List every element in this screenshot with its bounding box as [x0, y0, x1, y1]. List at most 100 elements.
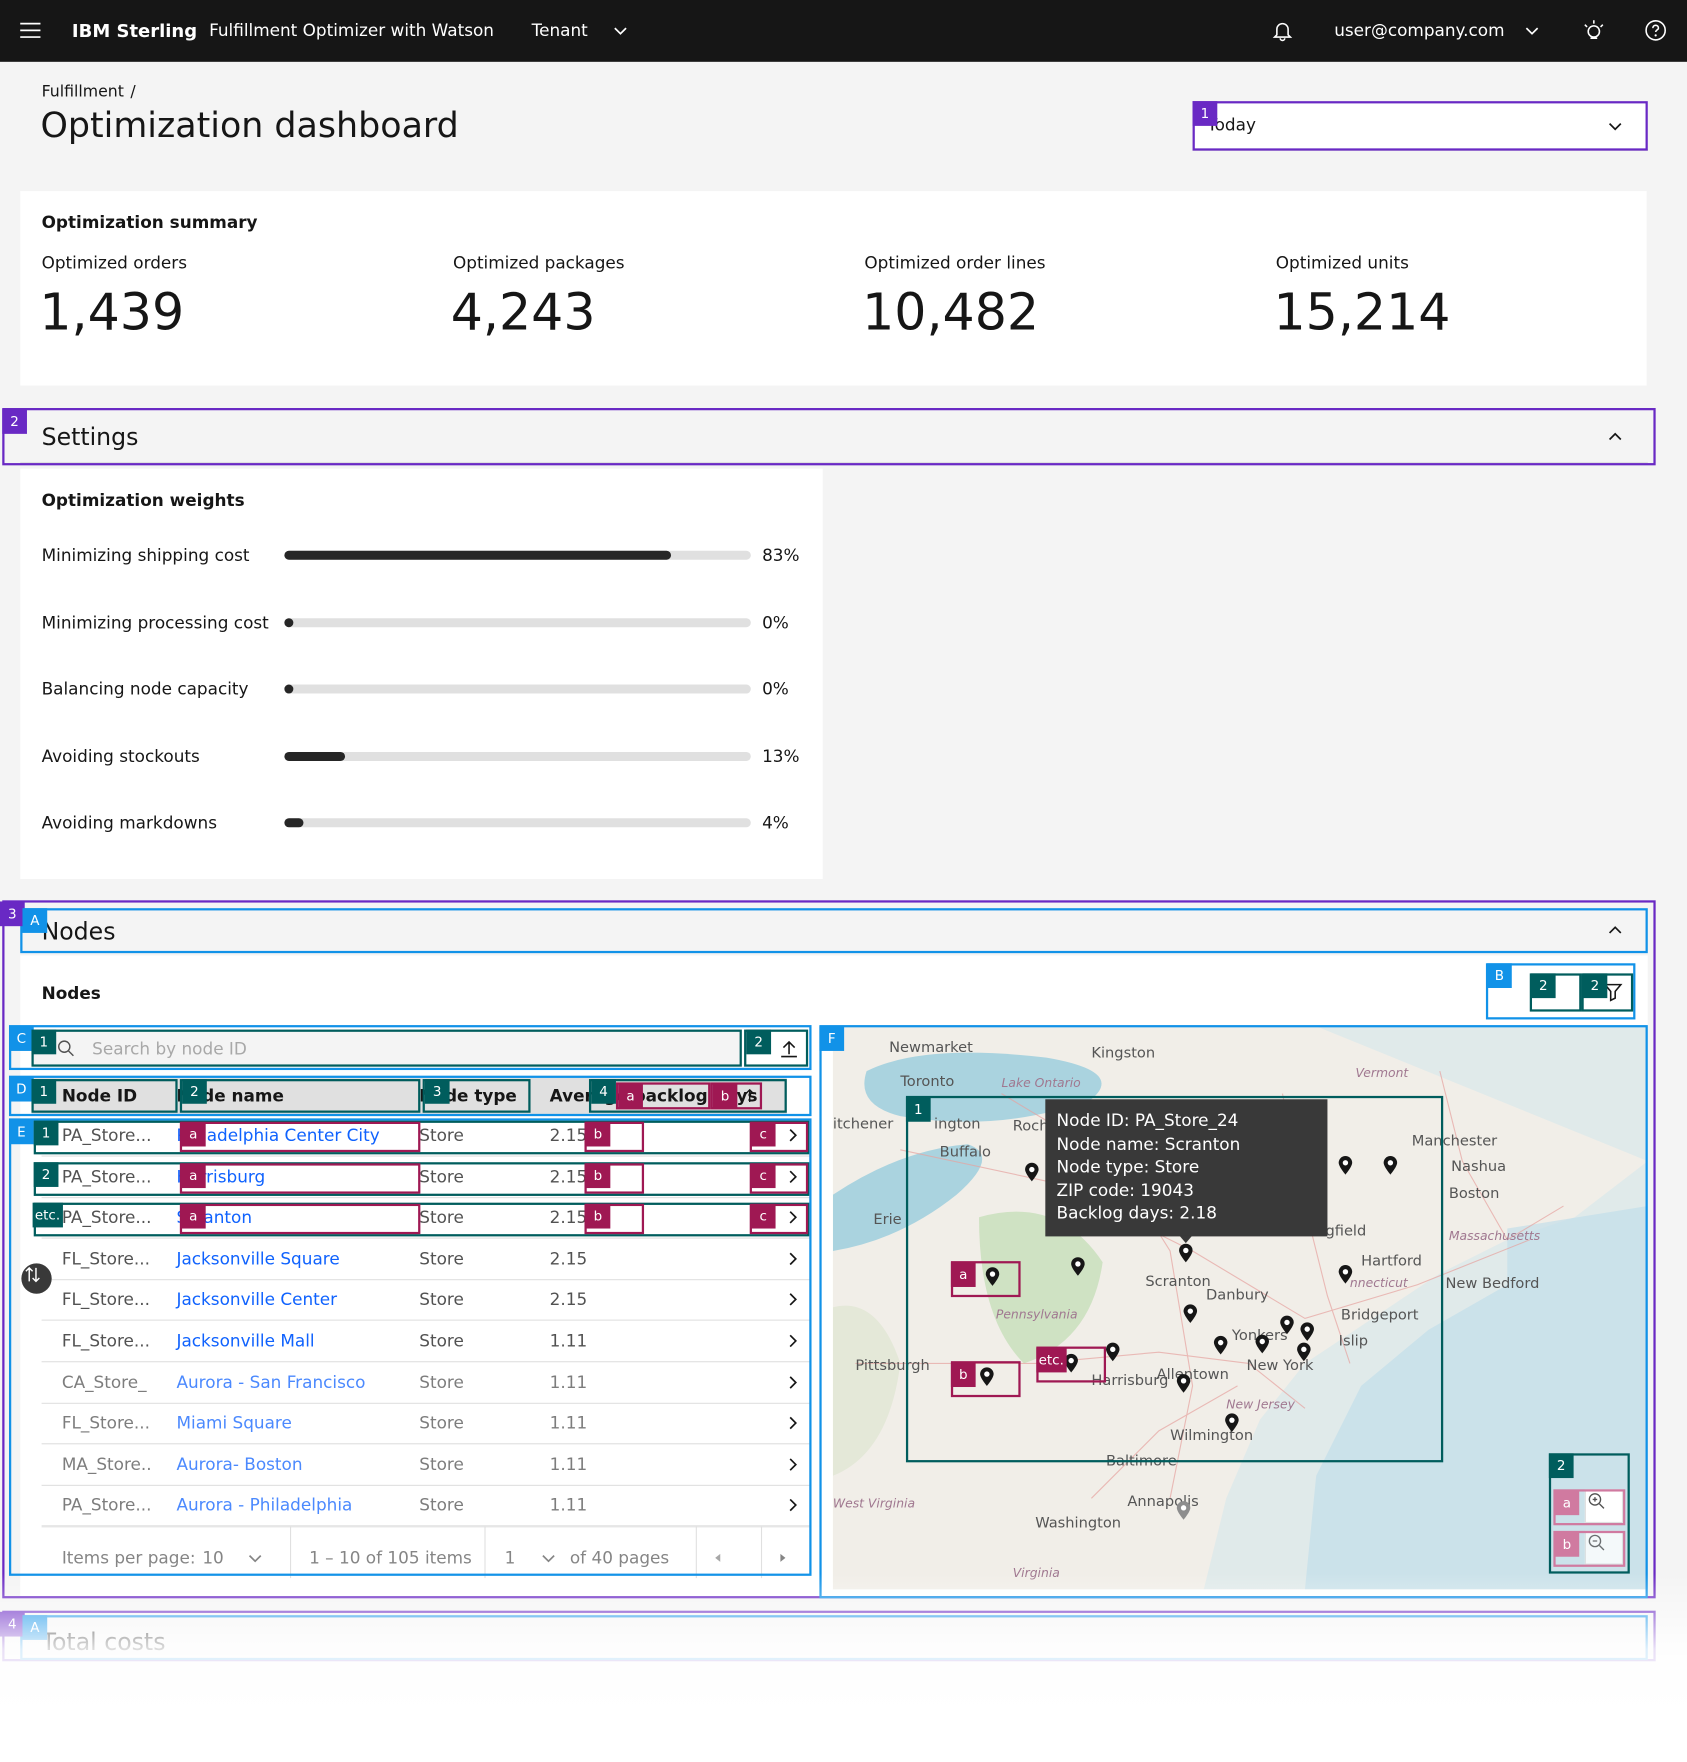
- map-label: ington: [934, 1116, 981, 1133]
- pin-shape: [1106, 1342, 1120, 1362]
- row-chevron[interactable]: [781, 1494, 803, 1521]
- row-chevron[interactable]: [781, 1124, 803, 1151]
- row-chevron[interactable]: [781, 1165, 803, 1192]
- pin-shape: [1071, 1257, 1085, 1276]
- settings-title: Settings: [41, 423, 139, 451]
- breadcrumb[interactable]: Fulfillment: [41, 83, 124, 102]
- icon: [789, 1129, 797, 1142]
- annotation-badge: etc.: [1036, 1347, 1067, 1373]
- nodes-header[interactable]: [20, 908, 1648, 954]
- annotation-outline: [2, 408, 1656, 466]
- map-label: itchener: [832, 1116, 894, 1133]
- map-base: [832, 1026, 1648, 1590]
- annotation-badge: 1: [31, 1079, 57, 1104]
- weight-name: Minimizing shipping cost: [41, 545, 250, 566]
- annotation-outline: [584, 1162, 645, 1194]
- annotation-outline: [584, 1204, 645, 1235]
- map-pin[interactable]: [1338, 1265, 1354, 1290]
- weights-title: Optimization weights: [41, 490, 245, 511]
- node-backlog: 2.15: [549, 1207, 588, 1228]
- prev-page[interactable]: [708, 1548, 728, 1573]
- map-pin[interactable]: [1213, 1335, 1229, 1360]
- weights-card: [20, 468, 823, 879]
- node-name[interactable]: Jacksonville Square: [176, 1248, 340, 1269]
- map-pin[interactable]: [1105, 1342, 1121, 1367]
- annotation-badge: 1: [31, 1029, 57, 1055]
- annotation-outline: [1553, 1530, 1626, 1567]
- search-box[interactable]: [31, 1030, 740, 1067]
- row-chevron[interactable]: [781, 1247, 803, 1274]
- tenant-chevron: [609, 19, 631, 46]
- map-pin[interactable]: [1176, 1501, 1192, 1526]
- settings-header[interactable]: [20, 411, 1648, 464]
- column-header[interactable]: Node ID: [61, 1085, 138, 1107]
- scroll-handle[interactable]: [21, 1263, 52, 1294]
- map-pin[interactable]: [1299, 1322, 1315, 1347]
- annotation-badge: b: [585, 1162, 611, 1188]
- node-id: PA_Store...: [61, 1207, 152, 1228]
- zoom-out[interactable]: [1584, 1530, 1624, 1565]
- page[interactable]: 1: [504, 1547, 516, 1568]
- row-chevron[interactable]: [781, 1371, 803, 1398]
- map-pin[interactable]: [1338, 1155, 1354, 1180]
- node-name[interactable]: Aurora- Boston: [176, 1454, 303, 1475]
- map-pin[interactable]: [1254, 1334, 1270, 1359]
- row-chevron[interactable]: [781, 1330, 803, 1357]
- row-chevron[interactable]: [781, 1206, 803, 1233]
- map-pin[interactable]: [1224, 1413, 1240, 1438]
- map-label: Pittsburgh: [855, 1357, 930, 1375]
- help-icon[interactable]: [1644, 19, 1666, 46]
- weight-name: Avoiding stockouts: [41, 745, 200, 767]
- map-pin[interactable]: [1063, 1353, 1079, 1378]
- table-row-line: [41, 1402, 811, 1404]
- date-dropdown[interactable]: [1192, 101, 1648, 151]
- node-id: FL_Store...: [61, 1330, 150, 1352]
- map-pin[interactable]: [1279, 1315, 1295, 1340]
- map-pin[interactable]: [985, 1267, 1001, 1292]
- annotation-badge: A: [22, 908, 48, 933]
- map-pin[interactable]: [1024, 1162, 1040, 1187]
- node-name[interactable]: Miami Square: [176, 1413, 292, 1434]
- map-pin[interactable]: [1182, 1304, 1198, 1329]
- map-pin[interactable]: [1176, 1374, 1192, 1399]
- map-label: Harrisburg: [1091, 1372, 1169, 1390]
- map-pin[interactable]: [979, 1367, 995, 1392]
- filter-button[interactable]: [1602, 980, 1624, 1007]
- pin-shape: [1383, 1156, 1398, 1175]
- annotation-outline: [905, 1095, 1444, 1463]
- tenant[interactable]: Tenant: [531, 20, 588, 41]
- icon: [1525, 27, 1539, 35]
- node-name[interactable]: Philadelphia Center City: [176, 1125, 380, 1146]
- upload-button[interactable]: [778, 1037, 800, 1064]
- annotation-outline: [33, 1120, 810, 1155]
- next-page[interactable]: [773, 1548, 793, 1573]
- notifications[interactable]: [1271, 19, 1293, 46]
- menu-icon[interactable]: [19, 19, 41, 46]
- node-name[interactable]: Aurora - San Francisco: [176, 1371, 366, 1393]
- annotation-outline: [749, 1121, 809, 1153]
- weight-bar: [284, 617, 294, 627]
- row-chevron[interactable]: [781, 1412, 803, 1439]
- map-pin[interactable]: [1178, 1243, 1194, 1268]
- map-pin[interactable]: [1383, 1155, 1399, 1180]
- annotation-badge: C: [8, 1026, 34, 1051]
- pagination-divider: [289, 1526, 292, 1579]
- icon: [1584, 20, 1604, 40]
- row-chevron[interactable]: [781, 1453, 803, 1480]
- map-pin[interactable]: [1070, 1257, 1086, 1282]
- node-name[interactable]: Aurora - Philadelphia: [176, 1495, 353, 1516]
- node-name[interactable]: Jacksonville Center: [176, 1289, 338, 1310]
- user[interactable]: user@company.com: [1334, 20, 1505, 41]
- row-chevron[interactable]: [781, 1289, 803, 1316]
- weight-name: Balancing node capacity: [41, 678, 249, 700]
- zoom-in[interactable]: [1584, 1489, 1624, 1524]
- node-name[interactable]: Jacksonville Mall: [176, 1330, 315, 1352]
- map-pin[interactable]: [1296, 1342, 1312, 1367]
- pin-shape: [1297, 1342, 1311, 1362]
- icon: [248, 1555, 262, 1563]
- items-per-page[interactable]: 10: [202, 1547, 224, 1568]
- weight-track: [284, 617, 751, 627]
- map-label: Allentown: [1156, 1366, 1229, 1384]
- map-label: Boston: [1448, 1185, 1500, 1203]
- idea-icon[interactable]: [1583, 19, 1605, 46]
